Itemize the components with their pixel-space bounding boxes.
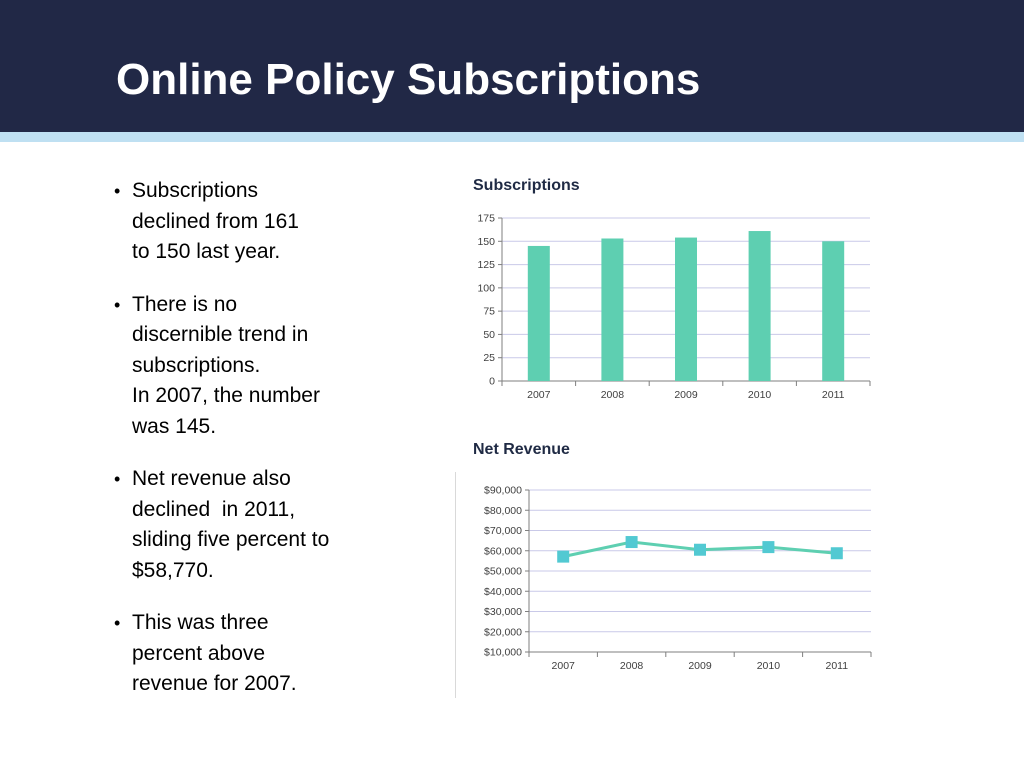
x-tick-label: 2009 [674, 389, 698, 401]
bullet-line: to 150 last year. [132, 240, 281, 263]
bullet-item: Subscriptions declined from 161 to 150 l… [112, 176, 372, 268]
x-tick-label: 2007 [527, 389, 551, 401]
title-bar-stripe [0, 132, 1024, 142]
data-point [557, 550, 570, 563]
x-tick-label: 2008 [620, 660, 644, 672]
bullet-line: This was three [132, 611, 269, 634]
y-tick-label: $40,000 [484, 586, 522, 598]
data-point [830, 547, 843, 560]
y-tick-label: $80,000 [484, 505, 522, 517]
title-bar [0, 0, 1024, 132]
bullet-line: Net revenue also [132, 467, 291, 490]
x-tick-label: 2009 [688, 660, 712, 672]
bullet-line: revenue for 2007. [132, 672, 297, 695]
x-tick-label: 2010 [757, 660, 781, 672]
bullet-line: In 2007, the number [132, 384, 320, 407]
slide-title: Online Policy Subscriptions [116, 55, 701, 104]
bullet-line: There is no [132, 292, 238, 316]
y-tick-label: 125 [477, 259, 495, 271]
bullet-line: Subscriptions [132, 179, 259, 202]
y-tick-label: $50,000 [484, 566, 522, 578]
data-point [625, 536, 638, 549]
bullet-line: $58,770. [132, 558, 214, 582]
y-tick-label: $10,000 [484, 647, 522, 659]
bullet-item: There is no discernible trend in subscri… [112, 290, 372, 443]
x-tick-label: 2011 [826, 660, 849, 672]
bar [675, 237, 697, 381]
y-tick-label: 100 [477, 282, 495, 294]
bullet-item: This was three percent above revenue for… [112, 608, 372, 700]
bullet-line: percent above [132, 641, 266, 665]
bullet-line: declined from 161 [132, 209, 299, 233]
net-revenue-chart-title: Net Revenue [473, 441, 570, 458]
x-tick-label: 2010 [748, 389, 772, 401]
y-tick-label: $90,000 [484, 485, 522, 497]
x-tick-label: 2007 [552, 660, 576, 672]
y-tick-label: 175 [477, 213, 495, 225]
x-tick-label: 2008 [601, 389, 625, 401]
y-tick-label: $20,000 [484, 626, 522, 638]
data-point [694, 543, 706, 556]
bullet-line: was 145. [132, 414, 217, 438]
y-tick-label: 25 [483, 352, 495, 364]
y-tick-label: $70,000 [484, 525, 522, 537]
subscriptions-chart-title: Subscriptions [473, 177, 580, 194]
bar [601, 238, 624, 381]
y-tick-label: 75 [483, 306, 495, 318]
x-tick-label: 2011 [822, 389, 845, 401]
bullet-list: Subscriptions declined from 161 to 150 l… [112, 176, 372, 722]
y-tick-label: 50 [483, 329, 495, 341]
y-tick-label: $60,000 [484, 545, 522, 557]
y-tick-label: 0 [489, 376, 495, 388]
bullet-line: declined in 2011, [132, 497, 296, 521]
bar [527, 245, 550, 381]
y-tick-label: 150 [477, 236, 495, 248]
bullet-item: Net revenue also declined in 2011, slidi… [112, 464, 372, 586]
bullet-line: discernible trend in [132, 323, 309, 346]
bullet-line: sliding five percent to [132, 528, 330, 551]
bar [748, 231, 771, 381]
data-point [762, 541, 775, 554]
y-tick-label: $30,000 [484, 606, 522, 618]
bullet-line: subscriptions. [132, 353, 261, 377]
column-divider [455, 472, 456, 698]
bar [822, 241, 845, 381]
